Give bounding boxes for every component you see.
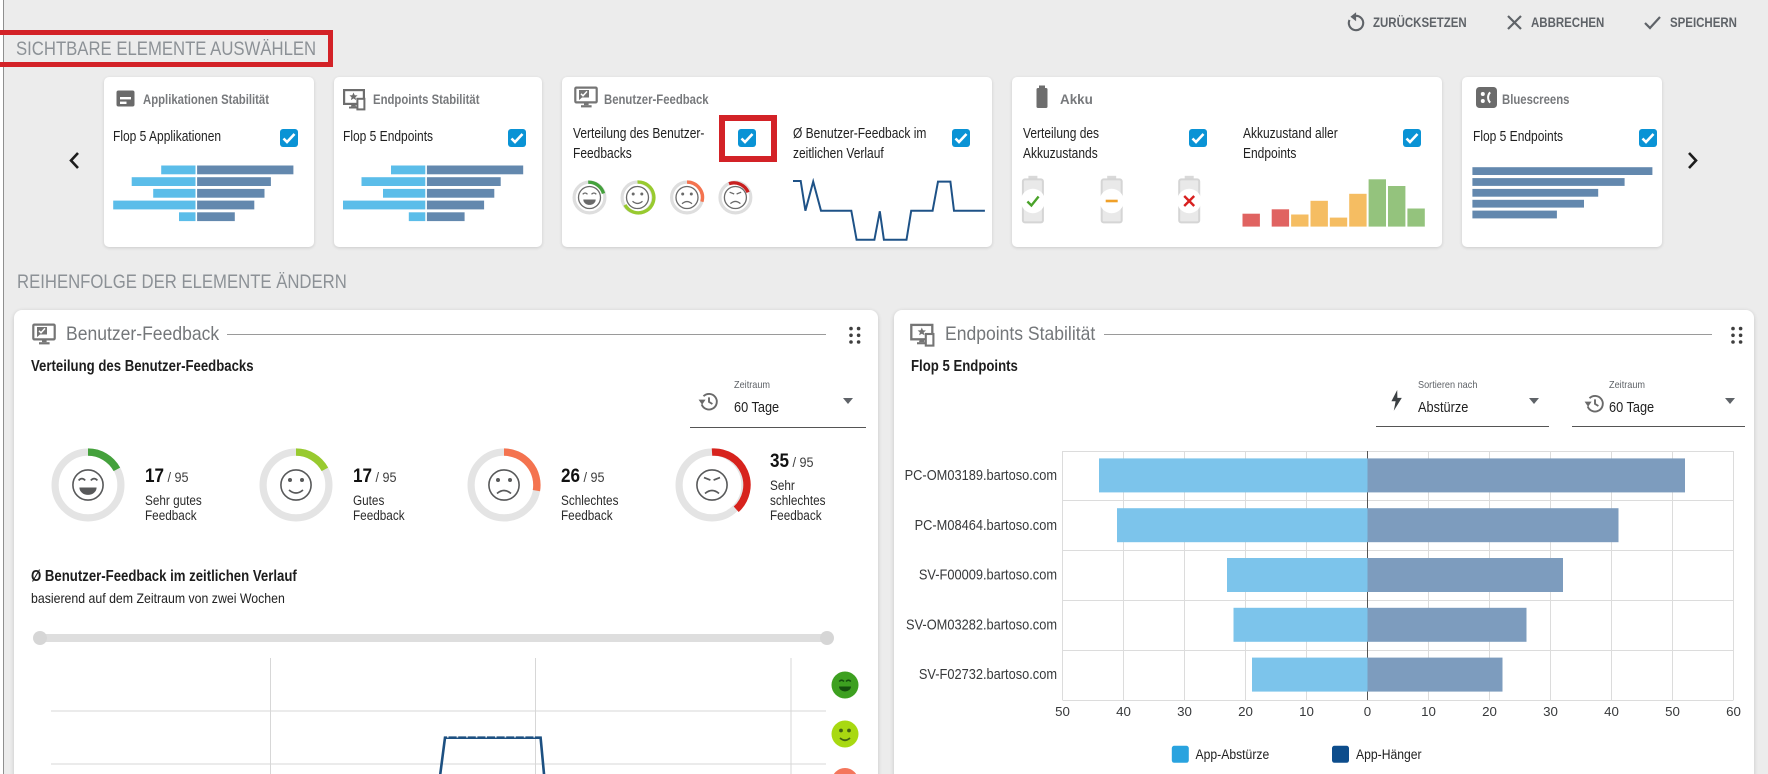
svg-text:60: 60	[1726, 704, 1741, 719]
svg-text:SV-F02732.bartoso.com: SV-F02732.bartoso.com	[919, 665, 1057, 682]
svg-text:SV-F00009.bartoso.com: SV-F00009.bartoso.com	[919, 566, 1057, 583]
svg-text:SV-OM03282.bartoso.com: SV-OM03282.bartoso.com	[906, 615, 1057, 632]
svg-text:30: 30	[1543, 704, 1558, 719]
svg-text:30: 30	[1177, 704, 1192, 719]
svg-text:10: 10	[1421, 704, 1436, 719]
svg-text:20: 20	[1482, 704, 1497, 719]
svg-text:0: 0	[1364, 704, 1371, 719]
svg-text:40: 40	[1116, 704, 1131, 719]
svg-text:PC-M08464.bartoso.com: PC-M08464.bartoso.com	[915, 516, 1057, 533]
svg-text:50: 50	[1055, 704, 1070, 719]
svg-text:PC-OM03189.bartoso.com: PC-OM03189.bartoso.com	[905, 466, 1057, 483]
svg-text:App-Abstürze: App-Abstürze	[1196, 746, 1270, 762]
svg-text:App-Hänger: App-Hänger	[1356, 746, 1422, 762]
svg-text:10: 10	[1299, 704, 1314, 719]
svg-text:50: 50	[1665, 704, 1680, 719]
svg-text:20: 20	[1238, 704, 1253, 719]
svg-text:40: 40	[1604, 704, 1619, 719]
